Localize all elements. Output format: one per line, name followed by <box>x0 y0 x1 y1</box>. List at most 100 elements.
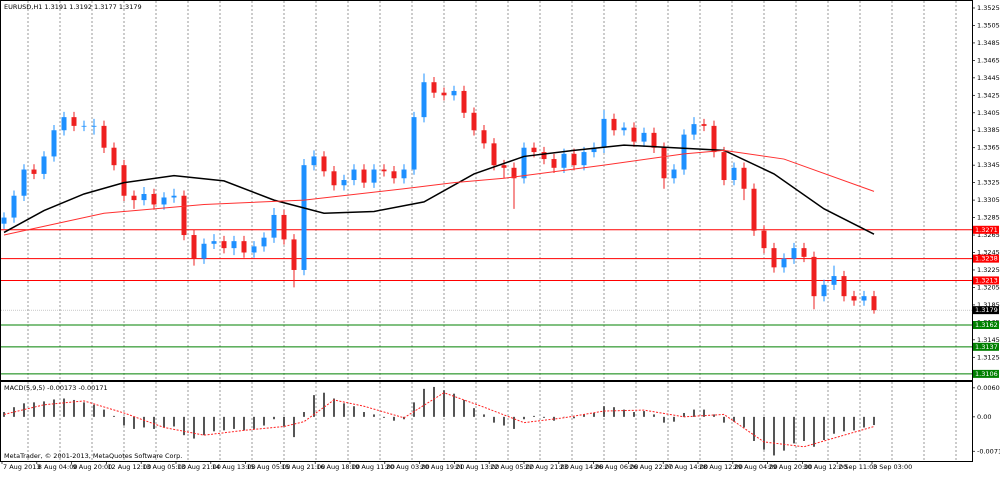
candle-body <box>222 241 227 248</box>
candle-body <box>872 296 877 310</box>
macd-bar <box>473 408 475 417</box>
x-tick-label: 9 Aug 20:00 <box>73 463 113 471</box>
level-label: 1.3137 <box>975 343 998 351</box>
macd-bar <box>433 387 435 417</box>
macd-y-tick-label: 0.00601 <box>977 384 1000 392</box>
chart-title: EURUSD,H1 1.3191 1.3192 1.3177 1.3179 <box>4 3 142 11</box>
macd-bar <box>123 417 125 426</box>
y-tick-label: 1.3345 <box>977 161 1000 169</box>
candle-body <box>862 296 867 300</box>
candle-body <box>712 126 717 152</box>
macd-bar <box>93 405 95 417</box>
macd-bar <box>383 417 385 418</box>
y-tick-label: 1.3445 <box>977 74 1000 82</box>
macd-bar <box>763 417 765 450</box>
macd-bar <box>273 417 275 419</box>
candle-body <box>452 91 457 95</box>
candle-body <box>112 148 117 165</box>
macd-bar <box>193 417 195 439</box>
macd-bar <box>593 413 595 417</box>
candle-body <box>622 128 627 131</box>
macd-bar <box>443 390 445 417</box>
macd-bar <box>333 399 335 417</box>
macd-bar <box>363 412 365 417</box>
macd-bar <box>233 417 235 429</box>
macd-bar <box>643 411 645 417</box>
candle-body <box>162 197 167 204</box>
macd-bar <box>533 416 535 417</box>
candle-body <box>812 257 817 296</box>
candle-body <box>142 194 147 200</box>
candle-body <box>312 156 317 165</box>
x-tick-label: 2 Sep 11:00 <box>838 463 877 471</box>
y-tick-label: 1.3405 <box>977 109 1000 117</box>
macd-bar <box>853 417 855 431</box>
candle-body <box>732 168 737 180</box>
macd-bar <box>803 417 805 441</box>
candle-body <box>462 91 467 113</box>
macd-bar <box>23 403 25 417</box>
macd-bar <box>73 400 75 417</box>
macd-bar <box>753 417 755 441</box>
macd-title: MACD(5,9,5) -0.00173 -0.00171 <box>4 384 108 392</box>
macd-bar <box>313 395 315 417</box>
level-label: 1.3162 <box>975 321 998 329</box>
candle-body <box>322 156 327 171</box>
macd-bar <box>133 417 135 429</box>
candle-body <box>502 165 507 168</box>
candle-body <box>832 276 837 285</box>
macd-bar <box>113 416 115 417</box>
y-tick-label: 1.3485 <box>977 39 1000 47</box>
level-label: 1.3238 <box>975 255 998 263</box>
macd-bar <box>173 417 175 427</box>
macd-y-tick-label: 0.00 <box>977 413 991 421</box>
candle-body <box>572 154 577 165</box>
macd-bar <box>743 417 745 428</box>
macd-bar <box>573 417 575 418</box>
candle-body <box>62 117 67 130</box>
macd-bar <box>683 413 685 417</box>
candle-body <box>362 170 367 183</box>
macd-bar <box>453 394 455 417</box>
candle-body <box>122 165 127 196</box>
candle-body <box>432 82 437 92</box>
y-tick-label: 1.3285 <box>977 214 1000 222</box>
candle-body <box>602 119 607 148</box>
macd-bar <box>393 417 395 421</box>
y-tick-label: 1.3385 <box>977 126 1000 134</box>
candle-body <box>72 117 77 126</box>
macd-bar <box>183 417 185 435</box>
candle-body <box>482 130 487 143</box>
candle-body <box>32 170 37 174</box>
macd-bar <box>833 417 835 434</box>
macd-bar <box>863 417 865 428</box>
macd-bar <box>673 417 675 422</box>
macd-bar <box>483 414 485 416</box>
candle-body <box>692 124 697 134</box>
macd-bar <box>153 417 155 429</box>
macd-bar <box>543 417 545 418</box>
macd-bar <box>793 417 795 444</box>
candle-body <box>632 128 637 142</box>
candle-body <box>392 171 397 178</box>
candle-body <box>682 135 687 170</box>
macd-bar <box>843 417 845 431</box>
macd-bar <box>493 417 495 423</box>
macd-bar <box>243 417 245 431</box>
candle-body <box>422 82 427 117</box>
macd-bar <box>343 403 345 417</box>
y-tick-label: 1.3425 <box>977 91 1000 99</box>
candle-body <box>642 133 647 142</box>
candle-body <box>672 170 677 179</box>
candle-body <box>742 168 747 189</box>
macd-bar <box>523 417 525 419</box>
candle-body <box>612 119 617 130</box>
candle-body <box>2 218 7 224</box>
candle-body <box>232 241 237 248</box>
x-tick-label: 7 Aug 2013 <box>3 463 41 471</box>
macd-bar <box>323 393 325 417</box>
candle-body <box>172 196 177 198</box>
y-tick-label: 1.3325 <box>977 179 1000 187</box>
candle-body <box>802 248 807 257</box>
